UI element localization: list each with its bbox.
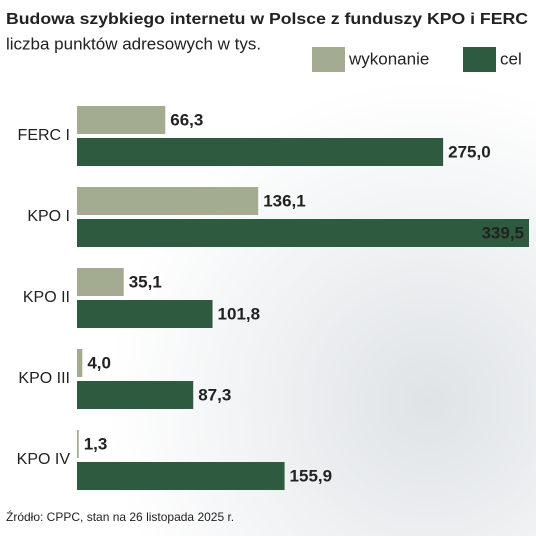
chart-subtitle: liczba punktów adresowych w tys.	[6, 34, 261, 53]
bar	[77, 430, 79, 458]
bar	[77, 106, 166, 134]
data-label: 87,3	[198, 385, 231, 404]
data-label: 4,0	[87, 353, 111, 372]
bar	[77, 219, 529, 247]
bar	[77, 187, 259, 215]
bar	[77, 300, 213, 328]
data-label: 275,0	[448, 142, 491, 161]
data-label: 66,3	[170, 110, 203, 129]
y-tick-label: KPO IV	[17, 451, 71, 468]
legend-label: wykonanie	[348, 49, 429, 68]
legend-swatch	[463, 47, 496, 72]
data-label: 101,8	[218, 304, 261, 323]
y-tick-label: KPO III	[18, 370, 70, 387]
legend-label: cel	[500, 49, 522, 68]
bar	[77, 349, 83, 377]
chart-title: Budowa szybkiego internetu w Polsce z fu…	[6, 11, 528, 28]
data-label: 339,5	[481, 223, 524, 242]
y-tick-label: FERC I	[18, 127, 70, 144]
bar	[77, 138, 444, 166]
y-tick-label: KPO I	[27, 208, 70, 225]
data-label: 35,1	[129, 272, 162, 291]
source: Źródło: CPPC, stan na 26 listopada 2025 …	[6, 509, 234, 524]
bar	[77, 381, 194, 409]
bar	[77, 268, 124, 296]
y-tick-label: KPO II	[23, 289, 70, 306]
legend-swatch	[312, 47, 345, 72]
data-label: 136,1	[263, 191, 306, 210]
bar	[77, 462, 285, 490]
data-label: 155,9	[290, 466, 333, 485]
data-label: 1,3	[84, 434, 108, 453]
